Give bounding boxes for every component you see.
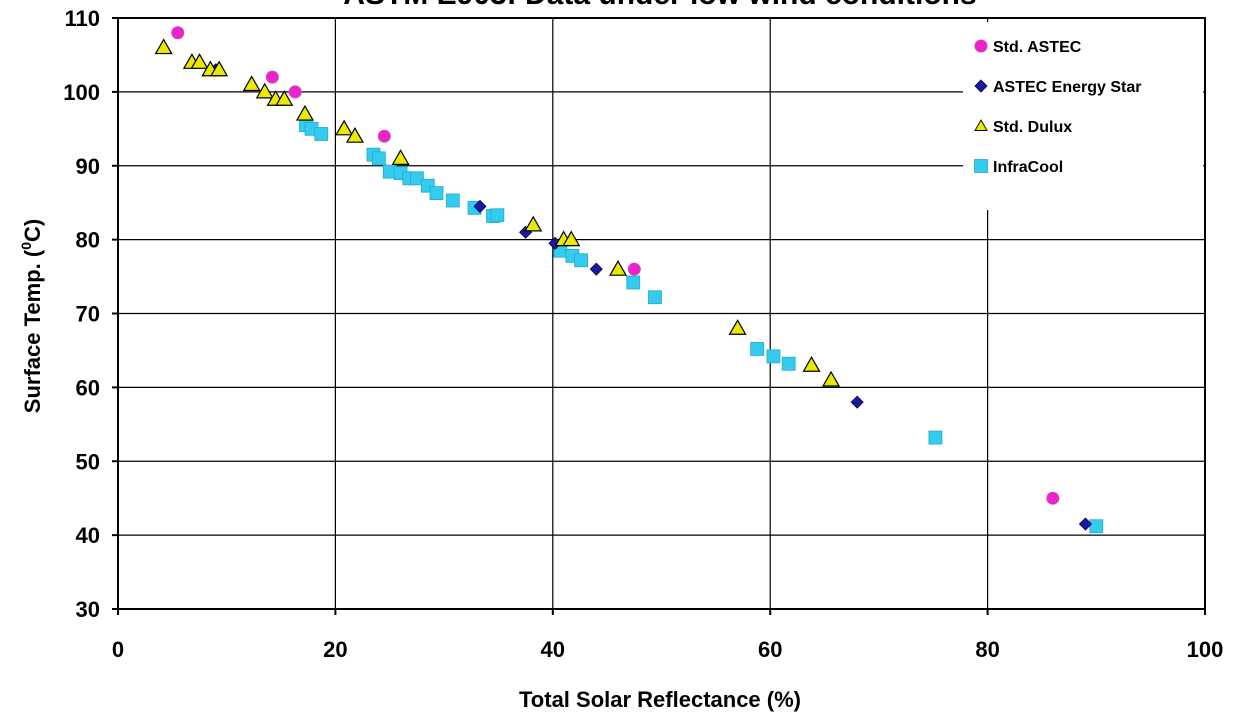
data-point: [608, 259, 628, 276]
data-point: [562, 230, 581, 247]
y-axis-title-superscript: 0: [18, 242, 34, 250]
y-tick-label: 40: [76, 523, 100, 548]
data-point: [391, 149, 410, 165]
data-point: [377, 129, 391, 143]
series-std-astec: [171, 26, 1060, 505]
data-point: [648, 290, 662, 305]
data-point: [445, 193, 460, 208]
data-point: [345, 126, 364, 143]
y-tick-label: 80: [76, 228, 100, 253]
data-point: [766, 349, 781, 364]
legend-label: ASTEC Energy Star: [993, 79, 1141, 96]
legend-label: Std. ASTEC: [993, 39, 1082, 56]
data-point: [750, 342, 765, 356]
data-point: [627, 262, 641, 276]
legend-label: InfraCool: [993, 159, 1063, 176]
legend-marker: [974, 159, 988, 173]
data-point: [850, 395, 864, 409]
legend-marker: [974, 79, 988, 93]
y-axis-title-end: C): [20, 219, 45, 242]
y-axis-title: Surface Temp. (0C): [18, 219, 45, 413]
x-axis-title: Total Solar Reflectance (%): [519, 687, 801, 712]
data-point: [802, 356, 821, 372]
data-point: [589, 262, 603, 276]
data-point: [928, 430, 943, 445]
y-tick-label: 110: [65, 6, 101, 31]
data-point: [242, 75, 261, 92]
chart-title: ASTM E903: Data under low wind condition…: [343, 0, 976, 11]
legend: Std. ASTEC ASTEC Energy Star Std. Dulux Inf…: [963, 22, 1203, 210]
y-tick-label: 30: [76, 597, 100, 622]
y-tick-label: 90: [76, 154, 100, 179]
y-tick-label: 100: [63, 80, 100, 105]
series-std-dulux: [154, 38, 841, 387]
data-point: [371, 151, 386, 166]
data-point: [288, 85, 302, 99]
data-point: [473, 199, 487, 213]
legend-box: [963, 22, 1203, 210]
x-tick-label: 40: [541, 637, 565, 662]
data-point: [314, 127, 329, 141]
gridlines: [118, 18, 1205, 609]
data-point: [335, 119, 354, 136]
data-point: [154, 38, 173, 55]
y-tick-label: 70: [76, 302, 100, 327]
data-point: [781, 356, 796, 371]
data-point: [265, 70, 279, 84]
x-tick-label: 100: [1187, 637, 1224, 662]
data-point: [490, 208, 505, 223]
axis-ticks: 30 40 50 60 70 80 90 100 110 0 20 40 60 80 100: [63, 6, 1223, 662]
y-tick-label: 50: [76, 449, 100, 474]
y-tick-label: 60: [76, 375, 100, 400]
data-point: [728, 319, 747, 335]
data-point: [1089, 519, 1104, 534]
data-point: [1078, 517, 1092, 531]
data-point: [429, 186, 444, 200]
x-tick-label: 60: [758, 637, 782, 662]
data-point: [275, 90, 294, 106]
data-point: [574, 253, 588, 268]
y-axis-title-main: Surface Temp. (: [20, 249, 45, 413]
x-tick-label: 0: [112, 637, 124, 662]
data-point: [190, 53, 209, 69]
data-point: [524, 215, 543, 232]
legend-marker: [974, 39, 988, 53]
data-point: [171, 26, 185, 40]
x-tick-label: 20: [323, 637, 347, 662]
data-point: [1046, 491, 1060, 505]
x-tick-label: 80: [975, 637, 999, 662]
data-point: [822, 370, 841, 387]
legend-marker: [974, 119, 988, 131]
legend-label: Std. Dulux: [993, 119, 1072, 136]
data-points: [154, 26, 1104, 534]
data-point: [210, 60, 229, 77]
data-point: [295, 104, 314, 121]
data-point: [410, 171, 424, 186]
data-point: [255, 82, 274, 99]
data-point: [626, 275, 641, 290]
